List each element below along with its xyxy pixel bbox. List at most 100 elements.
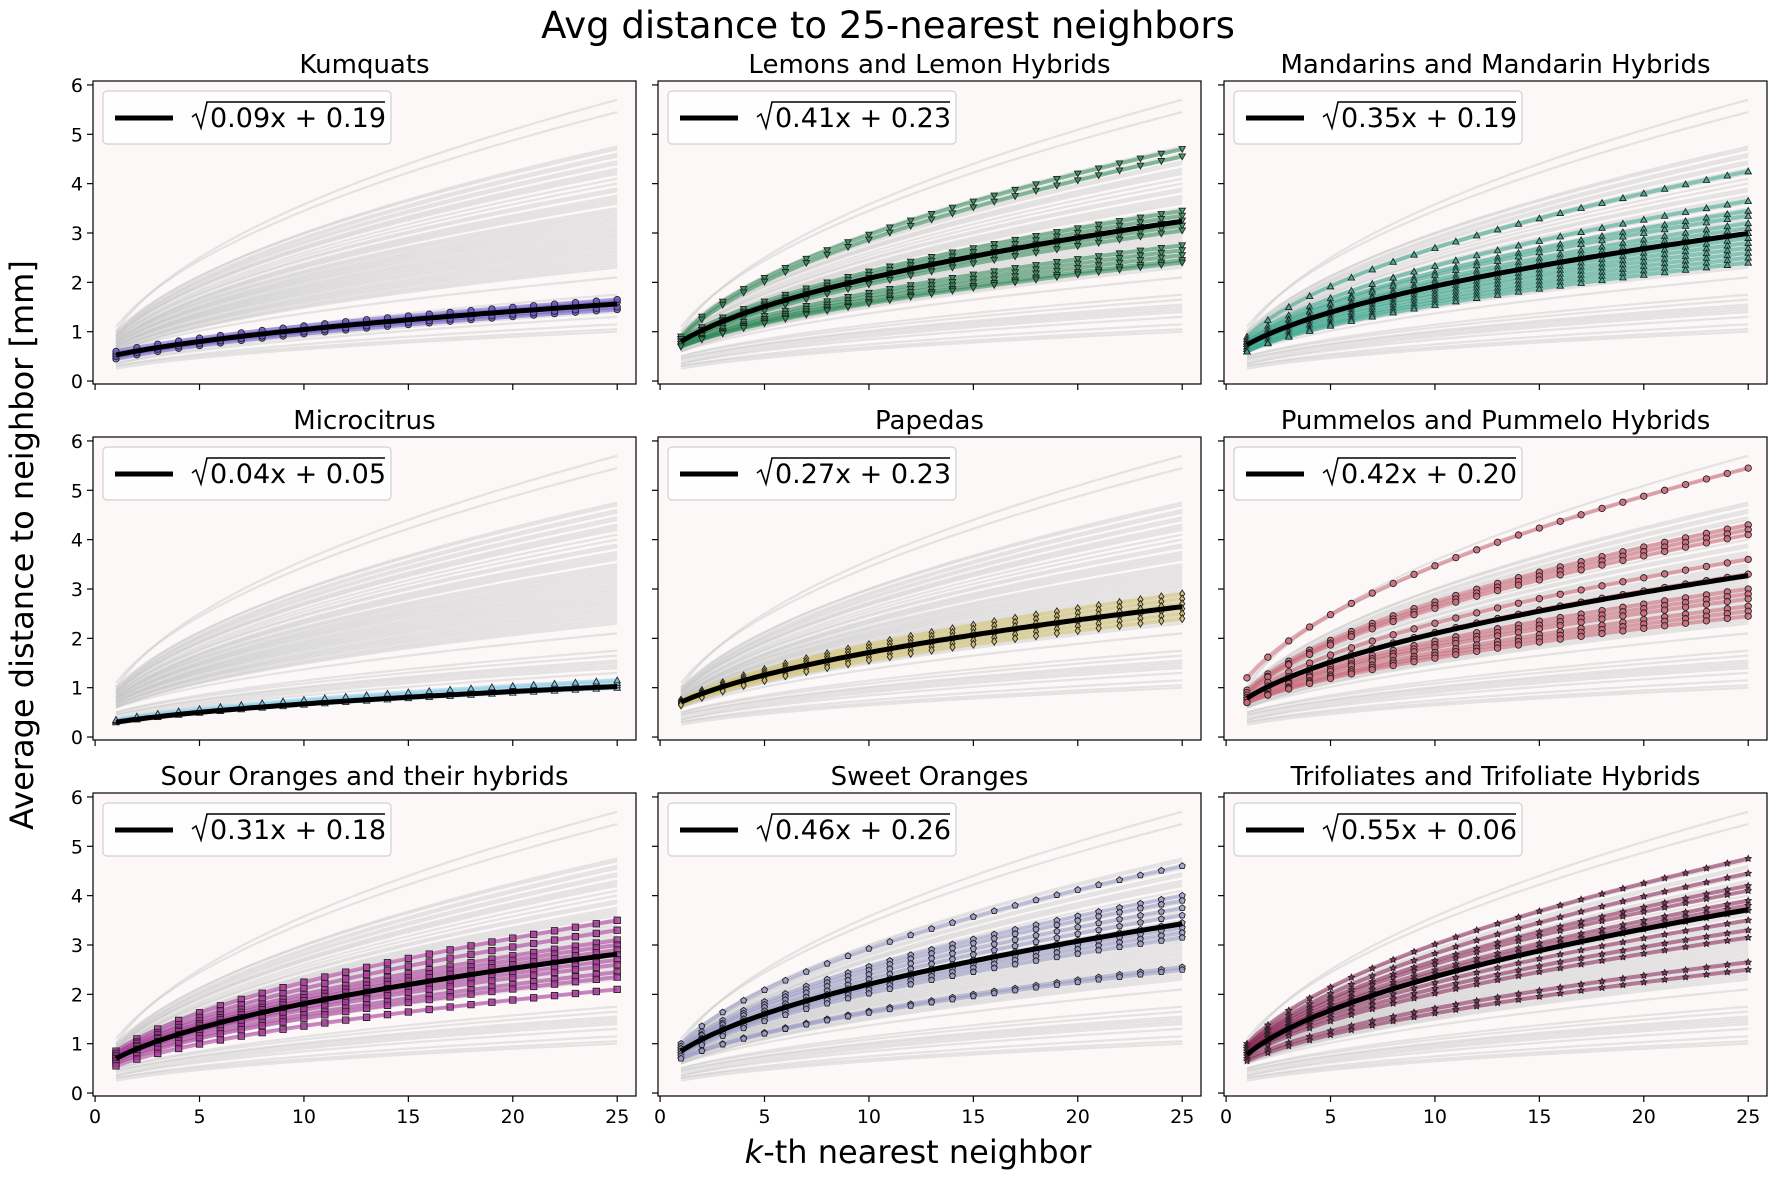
background-curve <box>115 264 618 353</box>
background-curve <box>1246 649 1749 714</box>
background-curve <box>1246 1015 1749 1072</box>
background-curve <box>115 330 618 370</box>
plot-content <box>112 810 621 1082</box>
x-tick-label: 0 <box>89 1106 101 1128</box>
series-point <box>1430 300 1439 308</box>
series-point <box>1577 227 1586 235</box>
series-point <box>697 316 706 324</box>
background-curve <box>115 545 618 696</box>
series-point <box>1178 153 1187 161</box>
series-point <box>1053 891 1061 898</box>
background-curve <box>1246 941 1749 1060</box>
series-point <box>1452 614 1460 622</box>
background-curve <box>680 170 1183 338</box>
series-point <box>1535 576 1544 584</box>
legend: 0.41x + 0.23 <box>667 90 957 145</box>
series-point <box>1389 308 1398 316</box>
background-curve <box>115 860 618 1045</box>
x-tick-label: 25 <box>1736 1106 1760 1128</box>
sqrt-sign-icon <box>756 813 950 843</box>
series-point <box>1723 873 1732 882</box>
series-point <box>1702 263 1711 271</box>
series-point <box>1598 950 1607 958</box>
series-point <box>802 1020 810 1028</box>
series-point <box>467 950 475 958</box>
series-point <box>1598 889 1607 898</box>
background-curve <box>1246 659 1749 716</box>
series-point <box>1178 227 1187 235</box>
series-point <box>1639 270 1648 278</box>
background-curve <box>1246 1020 1749 1075</box>
series-point <box>1681 481 1690 489</box>
series-point <box>1032 931 1040 939</box>
series-point <box>1115 922 1124 930</box>
series-point <box>1618 980 1627 989</box>
series-point <box>342 1016 350 1024</box>
series-point <box>1535 986 1544 995</box>
series-point <box>300 1022 308 1030</box>
series-point <box>1514 531 1523 539</box>
background-curve <box>680 303 1183 360</box>
legend-box <box>102 90 392 145</box>
series-point <box>1744 965 1753 974</box>
y-tick-label: 5 <box>71 124 83 146</box>
series-point <box>1073 264 1082 273</box>
series-point <box>1284 332 1293 340</box>
series-point <box>613 926 621 934</box>
background-curve <box>680 315 1183 365</box>
background-curve <box>115 558 618 699</box>
series-point <box>1744 869 1753 877</box>
background-curve <box>115 620 618 709</box>
series-point <box>740 1024 748 1032</box>
series-point <box>550 936 559 944</box>
series-point <box>1178 896 1186 904</box>
background-curve <box>1246 946 1749 1060</box>
series-point <box>1012 633 1019 644</box>
y-tick-label: 3 <box>71 579 83 601</box>
series-point <box>1493 586 1502 595</box>
series-point <box>1514 936 1523 945</box>
series-point <box>1053 953 1061 961</box>
y-tick-label: 0 <box>71 371 83 393</box>
series-point <box>760 278 769 286</box>
series-point <box>906 217 915 225</box>
series-point <box>990 268 999 276</box>
background-curve <box>115 587 618 704</box>
background-curves <box>115 454 618 726</box>
y-tick-label: 2 <box>71 628 83 650</box>
series-point <box>404 998 413 1007</box>
series-point <box>509 974 517 982</box>
series-point <box>1305 291 1314 300</box>
series-point <box>1074 916 1082 924</box>
series-point <box>488 987 496 996</box>
background-curve <box>115 901 618 1052</box>
legend-label: 0.41x + 0.23 <box>775 103 951 134</box>
background-curve <box>115 575 618 701</box>
series-point <box>1723 214 1732 223</box>
series-point <box>865 944 873 952</box>
series-point <box>1136 871 1145 879</box>
series-point <box>948 204 957 212</box>
series-point <box>1660 968 1669 977</box>
series-point <box>1723 967 1732 976</box>
series-point <box>823 251 832 259</box>
background-curve <box>115 212 618 343</box>
background-curve <box>680 874 1183 1050</box>
series-point <box>1598 630 1606 638</box>
series-point <box>1073 170 1082 178</box>
series-point <box>1178 247 1187 255</box>
background-curve <box>115 454 618 689</box>
series-point <box>1116 621 1123 631</box>
background-curve <box>1246 988 1749 1065</box>
background-curve <box>1246 1017 1749 1072</box>
series-point <box>1032 187 1040 195</box>
series-point <box>1011 279 1020 287</box>
subplot-3: Mandarins and Mandarin Hybrids 0.35x + 0.… <box>1218 50 1768 390</box>
x-tick-label: 15 <box>961 1106 985 1128</box>
series-point <box>1032 249 1040 257</box>
background-curve <box>115 152 618 335</box>
series-point <box>990 256 999 265</box>
series-point <box>1157 907 1165 915</box>
series-point <box>1305 326 1314 334</box>
series-point <box>342 975 350 983</box>
